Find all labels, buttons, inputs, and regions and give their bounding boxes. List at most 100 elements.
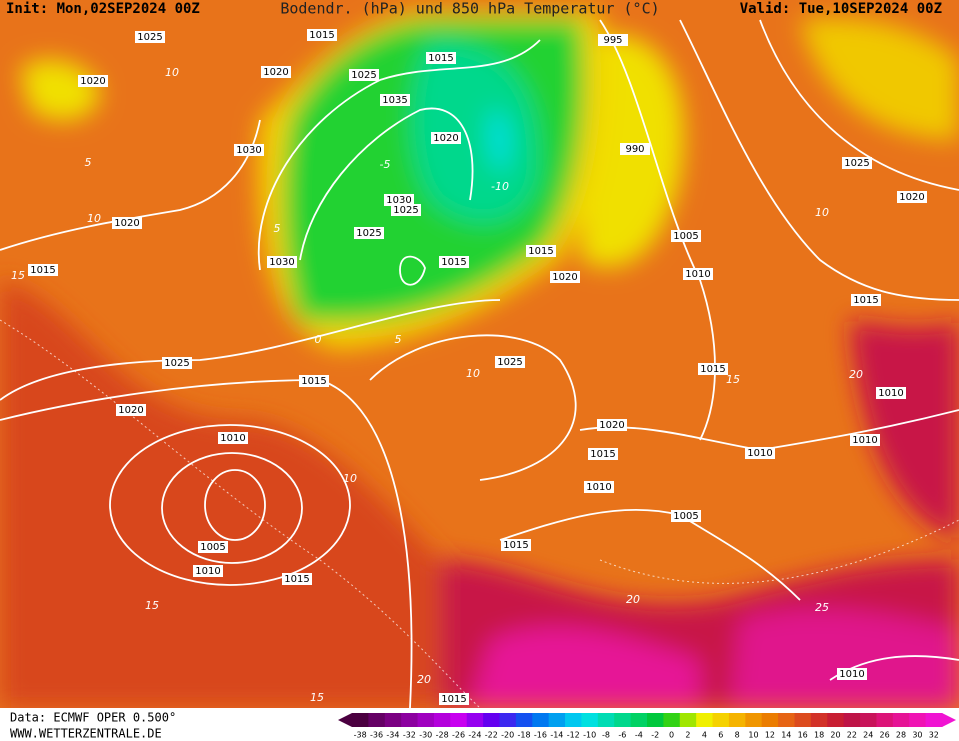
isobar-label: 1025 bbox=[356, 228, 381, 239]
data-source: Data: ECMWF OPER 0.500° bbox=[10, 711, 176, 725]
isobar-label-box bbox=[431, 132, 461, 144]
colorbar-label: 22 bbox=[847, 731, 857, 740]
temperature-label: 0 bbox=[315, 333, 322, 346]
init-time: Init: Mon,02SEP2024 00Z bbox=[6, 1, 200, 17]
isobar-label-box bbox=[850, 434, 880, 446]
temperature-label: 20 bbox=[849, 368, 863, 381]
colorbar-label: 2 bbox=[685, 731, 690, 740]
isobar-label: 995 bbox=[603, 35, 622, 46]
temperature-label: 10 bbox=[815, 206, 829, 219]
colorbar-label: -8 bbox=[602, 731, 610, 740]
isobar-label: 1020 bbox=[80, 76, 105, 87]
isobar-label: 1010 bbox=[878, 388, 903, 399]
colorbar-swatch bbox=[630, 713, 648, 727]
temperature-label: 5 bbox=[85, 156, 92, 169]
isobar-label: 1010 bbox=[852, 435, 877, 446]
isobar-label-box bbox=[439, 693, 469, 705]
isobar-label: 1015 bbox=[853, 295, 878, 306]
isobar-label: 1010 bbox=[220, 433, 245, 444]
isobar-label-box bbox=[349, 69, 379, 81]
colorbar-swatch bbox=[810, 713, 828, 727]
colorbar-swatch bbox=[565, 713, 582, 727]
colorbar-label: -2 bbox=[651, 731, 659, 740]
colorbar-swatch bbox=[925, 713, 943, 727]
isobar-label-box bbox=[380, 94, 410, 106]
colorbar-swatch bbox=[761, 713, 779, 727]
isobar-label: 1025 bbox=[137, 32, 162, 43]
colorbar-label: -32 bbox=[403, 731, 416, 740]
colorbar-label: -14 bbox=[550, 731, 563, 740]
colorbar-swatch bbox=[401, 713, 419, 727]
isobar-label-box bbox=[439, 256, 469, 268]
isobar-label-box bbox=[426, 52, 456, 64]
isobar-label: 1020 bbox=[899, 192, 924, 203]
colorbar-label: -26 bbox=[452, 731, 465, 740]
isobar-label: 1025 bbox=[844, 158, 869, 169]
colorbar-label: 10 bbox=[748, 731, 758, 740]
isobar-label-box bbox=[876, 387, 906, 399]
temperature-label: 15 bbox=[310, 691, 324, 704]
isobar-label: 1010 bbox=[685, 269, 710, 280]
colorbar-label: 8 bbox=[735, 731, 740, 740]
website: WWW.WETTERZENTRALE.DE bbox=[10, 727, 162, 741]
colorbar-swatch bbox=[745, 713, 763, 727]
colorbar-label: 30 bbox=[912, 731, 922, 740]
isobar-label-box bbox=[116, 404, 146, 416]
isobar-label: 1025 bbox=[393, 205, 418, 216]
isobar-label: 1015 bbox=[441, 694, 466, 705]
isobar-label-box bbox=[526, 245, 556, 257]
temperature-label: 5 bbox=[395, 333, 402, 346]
colorbar-label: 6 bbox=[718, 731, 723, 740]
isobar-label-box bbox=[550, 271, 580, 283]
colorbar-swatch bbox=[515, 713, 533, 727]
isobar-label: 1020 bbox=[263, 67, 288, 78]
isobar-label-box bbox=[683, 268, 713, 280]
isobar-label: 1030 bbox=[386, 195, 411, 206]
colorbar-swatch bbox=[597, 713, 615, 727]
colorbar-swatch bbox=[450, 713, 468, 727]
colorbar-swatch bbox=[466, 713, 484, 727]
colorbar-swatch bbox=[548, 713, 566, 727]
colorbar-label: -20 bbox=[501, 731, 514, 740]
colorbar-swatch bbox=[843, 713, 861, 727]
isobar-label: 1030 bbox=[269, 257, 294, 268]
temperature-label: 5 bbox=[274, 222, 281, 235]
isobar-label: 1020 bbox=[433, 133, 458, 144]
isobar-label-box bbox=[193, 565, 223, 577]
isobar-label-box bbox=[842, 157, 872, 169]
colorbar-label: -24 bbox=[468, 731, 481, 740]
temperature-field bbox=[0, 10, 959, 708]
isobar-label-box bbox=[671, 230, 701, 242]
isobar-label: 1015 bbox=[309, 30, 334, 41]
isobar-label-box bbox=[162, 357, 192, 369]
colorbar-swatch bbox=[696, 713, 714, 727]
colorbar-label: 32 bbox=[929, 731, 939, 740]
isobar-label: 1005 bbox=[673, 231, 698, 242]
isobar-label: 1015 bbox=[441, 257, 466, 268]
isobar-label: 1015 bbox=[590, 449, 615, 460]
isobar-label: 1035 bbox=[382, 95, 407, 106]
isobar-label: 1010 bbox=[839, 669, 864, 680]
colorbar-label: 4 bbox=[702, 731, 707, 740]
isobar-label-box bbox=[584, 481, 614, 493]
colorbar-label: 14 bbox=[781, 731, 791, 740]
isobar-label-box bbox=[282, 573, 312, 585]
temperature-label: 20 bbox=[417, 673, 431, 686]
isobar-label-box bbox=[391, 204, 421, 216]
isobar-label-box bbox=[588, 448, 618, 460]
colorbar-swatch bbox=[532, 713, 550, 727]
isobar-label: 1025 bbox=[164, 358, 189, 369]
colorbar-swatch bbox=[352, 713, 369, 727]
temperature-label: -5 bbox=[380, 158, 391, 171]
colorbar-label: -12 bbox=[567, 731, 580, 740]
isobar-label-box bbox=[354, 227, 384, 239]
isobar-label-box bbox=[897, 191, 927, 203]
temperature-label: 15 bbox=[11, 269, 25, 282]
isobar-label: 1010 bbox=[195, 566, 220, 577]
colorbar-swatch bbox=[499, 713, 517, 727]
colorbar-label: -10 bbox=[583, 731, 596, 740]
colorbar-label: 26 bbox=[880, 731, 890, 740]
colorbar-arrow-right bbox=[942, 713, 956, 727]
isobar-label: 1020 bbox=[118, 405, 143, 416]
isobar-label-box bbox=[384, 194, 414, 206]
